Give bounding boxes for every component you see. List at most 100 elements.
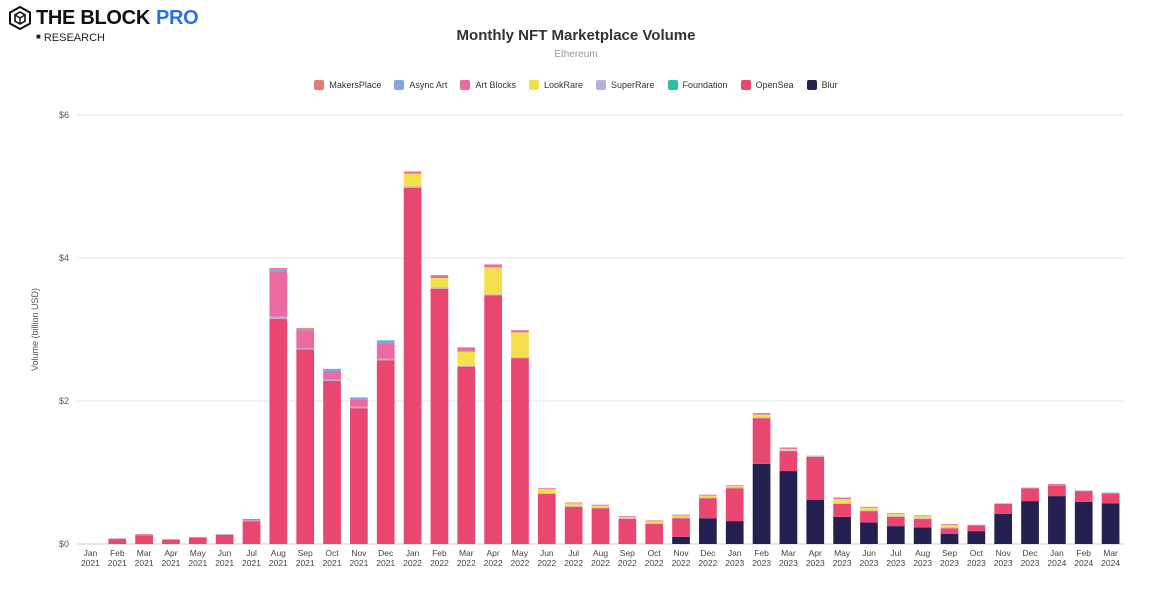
bar-segment-art-blocks xyxy=(511,330,529,333)
bar-segment-art-blocks xyxy=(242,518,261,521)
bar-segment-superrare xyxy=(403,186,422,188)
bar-segment-art-blocks xyxy=(672,514,690,516)
x-tick-month: Jul xyxy=(246,548,257,558)
bar-segment-opensea xyxy=(725,488,744,522)
legend-label: Art Blocks xyxy=(475,80,516,90)
x-tick-label: Jan 2024 xyxy=(1047,548,1066,568)
bar-segment-art-blocks xyxy=(752,413,771,415)
x-tick-label: Aug 2023 xyxy=(913,548,932,568)
legend-item-art-blocks[interactable]: Art Blocks xyxy=(460,80,516,90)
x-tick-month: Oct xyxy=(325,548,339,558)
legend-item-makersplace[interactable]: MakersPlace xyxy=(314,80,381,90)
x-tick-year: 2023 xyxy=(886,558,905,568)
x-tick-year: 2021 xyxy=(81,558,100,568)
legend-item-lookrare[interactable]: LookRare xyxy=(528,80,583,90)
x-tick-year: 2022 xyxy=(457,558,476,568)
bar-segment-lookrare xyxy=(618,516,637,519)
bar-segment-opensea xyxy=(430,288,449,544)
legend-item-blur[interactable]: Blur xyxy=(806,80,838,90)
x-tick-year: 2023 xyxy=(967,558,986,568)
y-tick-label: $6 xyxy=(59,110,69,120)
bar-segment-lookrare xyxy=(430,278,449,288)
x-tick-label: Feb 2022 xyxy=(430,548,449,568)
x-tick-label: Mar 2024 xyxy=(1101,548,1120,568)
bar-segment-superrare xyxy=(135,534,153,536)
bar-segment-blur xyxy=(752,463,771,544)
bar-segment-opensea xyxy=(188,537,207,544)
bar-segment-lookrare xyxy=(779,448,798,451)
x-tick-label: Mar 2022 xyxy=(457,548,476,568)
bar-segment-superrare xyxy=(242,520,261,522)
bar-segment-superrare xyxy=(376,358,395,361)
x-tick-month: May xyxy=(190,548,207,558)
bar-segment-art-blocks xyxy=(376,343,395,359)
legend-item-async-art[interactable]: Async Art xyxy=(394,80,447,90)
bar-segment-opensea xyxy=(779,451,798,472)
bar-segment-blur xyxy=(672,536,690,544)
bar-segment-opensea xyxy=(1021,488,1039,502)
bar-segment-art-blocks xyxy=(457,347,476,352)
bar-segment-art-blocks xyxy=(430,275,449,279)
bar-segment-async-art xyxy=(269,268,288,272)
x-tick-year: 2023 xyxy=(994,558,1013,568)
x-tick-year: 2023 xyxy=(1021,558,1040,568)
bar-segment-lookrare xyxy=(940,524,959,528)
legend-item-opensea[interactable]: OpenSea xyxy=(740,80,794,90)
x-tick-label: Nov 2023 xyxy=(994,548,1013,568)
bar-segment-superrare xyxy=(430,287,449,289)
bar-segment-superrare xyxy=(564,506,583,507)
legend-swatch xyxy=(667,80,678,90)
x-tick-month: Jan xyxy=(406,548,420,558)
bar-segment-opensea xyxy=(645,523,664,544)
bar-segment-superrare xyxy=(1048,484,1066,486)
bar-segment-art-blocks xyxy=(537,488,556,490)
brand-tier: PRO xyxy=(155,6,199,29)
legend-swatch xyxy=(595,80,606,90)
bar-segment-superrare xyxy=(215,533,234,535)
bar-segment-superrare xyxy=(618,518,637,520)
bar-segment-superrare xyxy=(699,497,717,499)
bar-segment-blur xyxy=(1101,503,1120,544)
chart-subtitle: Ethereum xyxy=(554,49,598,60)
brand-logo-block: THE BLOCK PRO ■ RESEARCH xyxy=(8,6,199,44)
bar-segment-superrare xyxy=(645,523,664,525)
x-tick-year: 2021 xyxy=(188,558,207,568)
bar-segment-async-art xyxy=(296,328,315,331)
legend-label: Async Art xyxy=(409,80,448,90)
legend-item-foundation[interactable]: Foundation xyxy=(667,80,728,90)
bar-segment-superrare xyxy=(162,538,180,540)
bar-segment-superrare xyxy=(1074,490,1093,492)
x-tick-year: 2023 xyxy=(860,558,879,568)
bar-segment-opensea xyxy=(135,535,153,544)
x-tick-label: Mar 2023 xyxy=(779,548,798,568)
bar-segment-opensea xyxy=(537,493,556,544)
x-tick-label: Jun 2023 xyxy=(860,548,879,568)
brand-sub-text: RESEARCH xyxy=(43,32,105,44)
legend-item-superrare[interactable]: SuperRare xyxy=(595,80,655,90)
bar-segment-superrare xyxy=(725,487,744,489)
x-tick-year: 2022 xyxy=(591,558,610,568)
bar-segment-async-art xyxy=(323,368,341,371)
bar-segment-superrare xyxy=(591,507,610,509)
bar-segment-lookrare xyxy=(564,503,583,507)
x-tick-year: 2022 xyxy=(430,558,449,568)
bar-segment-lookrare xyxy=(537,488,556,494)
x-tick-year: 2024 xyxy=(1101,558,1120,568)
bar-segment-superrare xyxy=(806,456,825,457)
x-tick-month: Aug xyxy=(271,548,286,558)
x-tick-label: Feb 2021 xyxy=(108,548,127,568)
bar-segment-art-blocks xyxy=(403,171,422,174)
x-tick-label: Aug 2021 xyxy=(269,548,288,568)
bar-segment-superrare xyxy=(108,538,127,540)
bar-segment-opensea xyxy=(967,525,986,532)
brand-name-text: THE BLOCK xyxy=(36,6,150,29)
bar-segment-art-blocks xyxy=(779,447,798,449)
x-tick-label: Sep 2021 xyxy=(296,548,315,568)
bar-segment-lookrare xyxy=(806,455,825,457)
x-tick-year: 2023 xyxy=(725,558,744,568)
x-tick-label: Dec 2021 xyxy=(376,548,395,568)
bar-segment-opensea xyxy=(1074,491,1093,502)
x-tick-month: Dec xyxy=(378,548,394,558)
x-tick-year: 2021 xyxy=(215,558,234,568)
x-tick-month: Mar xyxy=(1103,548,1118,558)
